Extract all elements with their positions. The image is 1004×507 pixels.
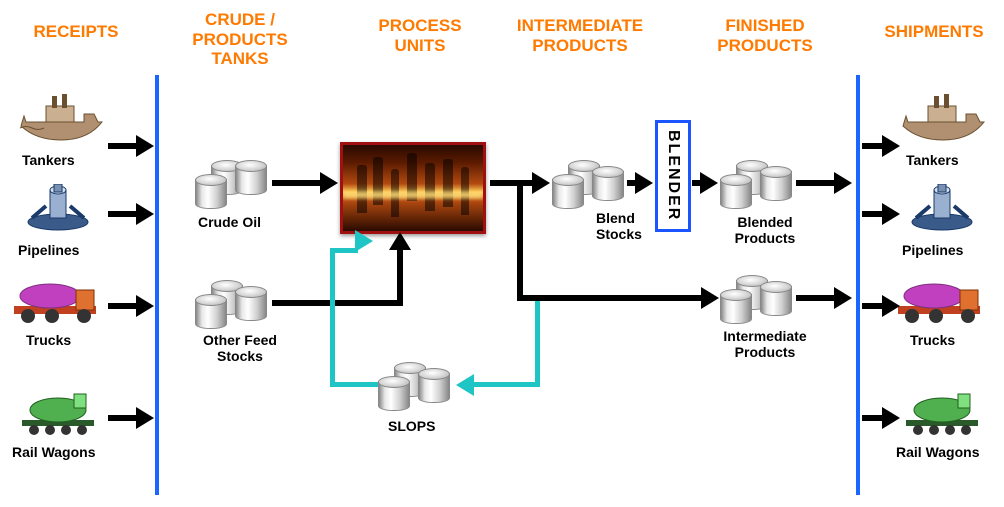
arrow-out-3	[862, 303, 884, 309]
label-slops: SLOPS	[388, 418, 435, 434]
refinery-image	[340, 142, 486, 234]
rail-icon-out	[902, 388, 982, 436]
label-crude-oil: Crude Oil	[198, 214, 261, 230]
blender-label: BLENDER	[664, 130, 682, 221]
tanks-intermediate-products	[720, 275, 796, 325]
seg-slops-in-v	[535, 301, 540, 387]
blender-box: BLENDER	[655, 120, 691, 232]
arrow-in-2	[108, 211, 138, 217]
tanks-slops	[378, 362, 454, 412]
seg-slops-in-h	[472, 382, 540, 387]
arrow-blend-to-blender	[627, 180, 637, 186]
seg-slops-out-h	[330, 382, 378, 387]
tanks-blend-stocks	[552, 160, 628, 210]
rail-icon	[18, 388, 98, 436]
label-blend-stocks: Blend Stocks	[596, 210, 656, 242]
arrow-in-1	[108, 143, 138, 149]
label-pipelines-in: Pipelines	[18, 242, 79, 258]
label-intermediate-products: Intermediate Products	[710, 328, 820, 360]
arrow-blender-to-blended	[692, 180, 702, 186]
header-tanks: CRUDE / PRODUCTS TANKS	[170, 10, 310, 69]
header-process: PROCESS UNITS	[355, 16, 485, 55]
label-pipelines-out: Pipelines	[902, 242, 963, 258]
tanks-crude-oil	[195, 160, 271, 210]
label-trucks-in: Trucks	[26, 332, 71, 348]
label-tankers-out: Tankers	[906, 152, 959, 168]
arrow-out-2	[862, 211, 884, 217]
arrow-out-1	[862, 143, 884, 149]
seg-feed-h	[272, 300, 403, 306]
label-rail-out: Rail Wagons	[896, 444, 980, 460]
truck-icon	[12, 276, 98, 324]
label-blended: Blended Products	[720, 214, 810, 246]
arrow-intermed-out	[796, 295, 836, 301]
arrow-slops-in	[456, 374, 474, 396]
ship-icon	[16, 92, 106, 142]
seg-slops-out-v	[330, 250, 335, 387]
label-tankers-in: Tankers	[22, 152, 75, 168]
arrow-in-3	[108, 303, 138, 309]
arrow-slops-up	[355, 230, 373, 252]
ship-icon-out	[898, 92, 988, 142]
seg-slops-out-h2	[330, 248, 358, 253]
arrow-in-4	[108, 415, 138, 421]
label-trucks-out: Trucks	[910, 332, 955, 348]
seg-branch-h	[517, 295, 689, 301]
arrow-blended-out	[796, 180, 836, 186]
label-rail-in: Rail Wagons	[12, 444, 96, 460]
arrow-feed-up	[397, 248, 403, 306]
tanks-other-feed	[195, 280, 271, 330]
pipe-icon-out	[908, 184, 976, 232]
divider-left	[155, 75, 159, 495]
header-shipments: SHIPMENTS	[874, 22, 994, 42]
label-other-feed: Other Feed Stocks	[190, 332, 290, 364]
header-intermediate: INTERMEDIATE PRODUCTS	[500, 16, 660, 55]
arrow-crude-to-refinery	[272, 180, 322, 186]
truck-icon-out	[896, 276, 982, 324]
arrow-refinery-to-blend	[490, 180, 534, 186]
header-finished: FINISHED PRODUCTS	[700, 16, 830, 55]
pipe-icon	[24, 184, 92, 232]
header-receipts: RECEIPTS	[16, 22, 136, 42]
diagram-canvas: RECEIPTS CRUDE / PRODUCTS TANKS PROCESS …	[0, 0, 1004, 507]
arrow-branch-head	[689, 295, 703, 301]
arrow-out-4	[862, 415, 884, 421]
divider-right	[856, 75, 860, 495]
seg-branch-v	[517, 186, 523, 298]
tanks-blended	[720, 160, 796, 210]
